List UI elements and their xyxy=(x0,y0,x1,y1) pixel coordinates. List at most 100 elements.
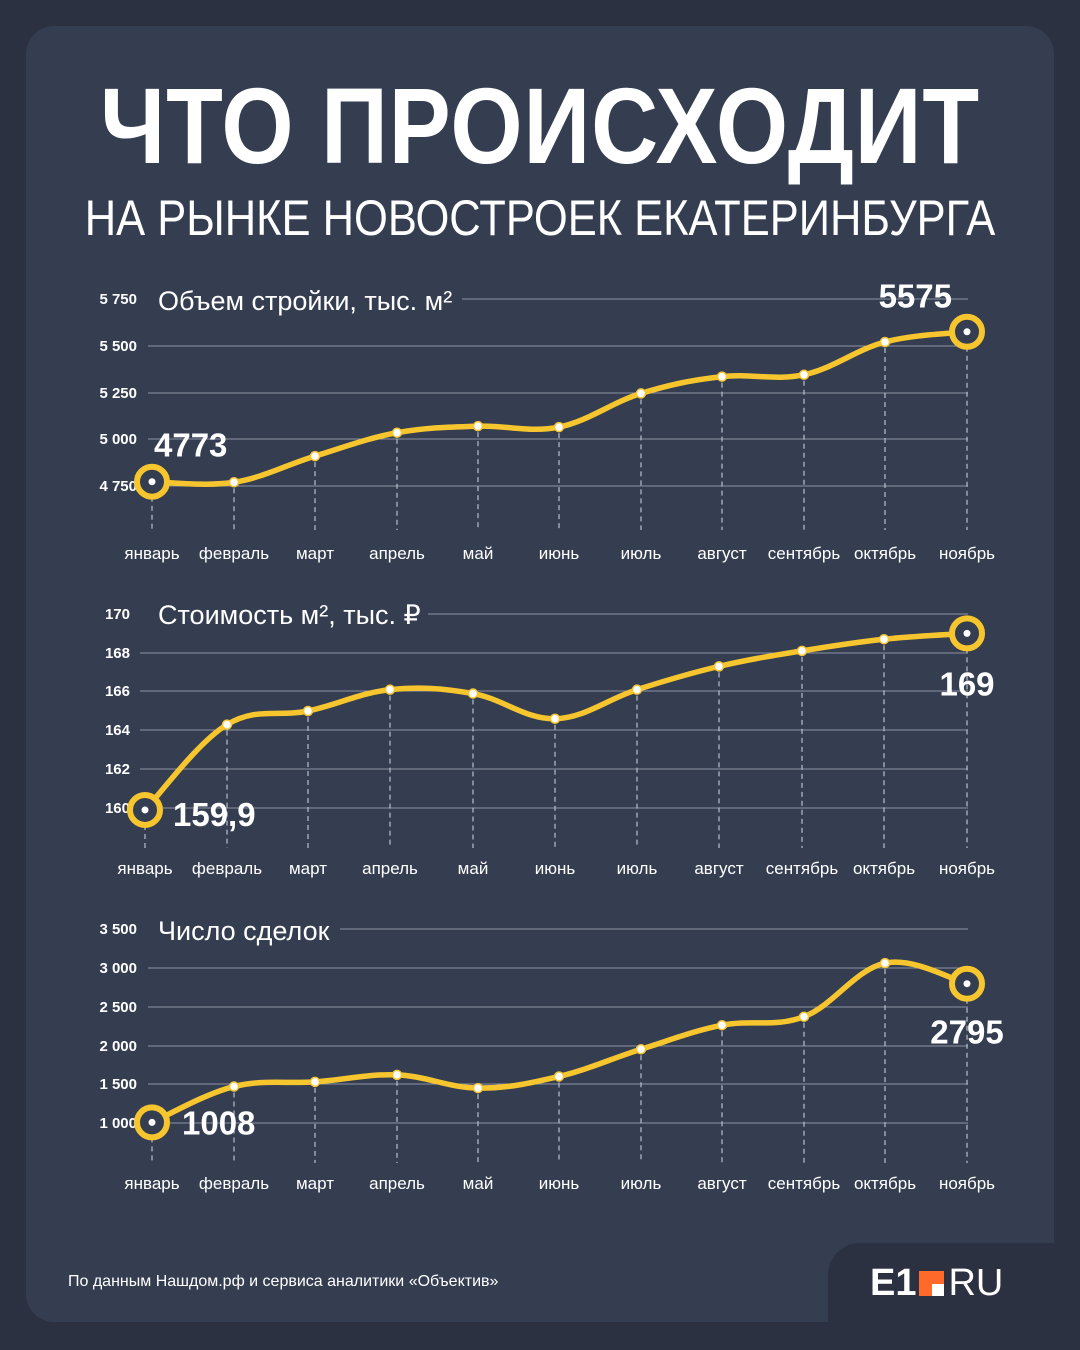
endpoint-dot xyxy=(963,629,971,637)
data-point xyxy=(796,645,808,657)
value-label: 4773 xyxy=(154,427,227,464)
x-tick-label: январь xyxy=(117,859,172,878)
y-tick-label: 1 000 xyxy=(99,1115,137,1132)
value-label: 1008 xyxy=(182,1104,255,1141)
x-tick-label: март xyxy=(296,1174,334,1193)
logo-corner xyxy=(828,1243,1080,1350)
data-point xyxy=(635,1044,647,1055)
x-tick-label: февраль xyxy=(199,544,269,563)
x-tick-label: июль xyxy=(621,1174,662,1193)
data-point xyxy=(472,420,484,432)
x-tick-label: июль xyxy=(617,859,658,878)
y-tick-label: 5 500 xyxy=(99,338,137,355)
data-point xyxy=(879,957,891,969)
data-point xyxy=(467,688,479,699)
card-background xyxy=(26,26,1054,1322)
x-tick-label: август xyxy=(694,859,743,878)
x-tick-label: февраль xyxy=(192,859,262,878)
series-line xyxy=(149,959,970,1126)
y-tick-label: 3 000 xyxy=(99,960,137,977)
y-tick-label: 4 750 xyxy=(99,478,137,495)
x-tick-label: сентябрь xyxy=(768,1174,841,1193)
x-tick-label: октябрь xyxy=(854,1174,916,1193)
x-tick-label: июнь xyxy=(539,544,580,563)
y-tick-label: 160 xyxy=(105,800,130,817)
x-tick-label: октябрь xyxy=(853,859,915,878)
x-tick-label: июнь xyxy=(539,1174,580,1193)
y-tick-label: 1 500 xyxy=(99,1076,137,1093)
x-tick-label: январь xyxy=(124,1174,179,1193)
data-point xyxy=(228,477,240,488)
data-point xyxy=(713,661,725,672)
logo-e1: E1 xyxy=(870,1262,917,1304)
data-point xyxy=(384,684,396,695)
value-label: 169 xyxy=(939,665,994,702)
data-point xyxy=(716,371,728,382)
data-point xyxy=(716,1019,728,1031)
endpoint-dot xyxy=(148,1118,156,1126)
chart-title: Стоимость м², тыс. ₽ xyxy=(158,600,421,630)
x-tick-label: ноябрь xyxy=(939,1174,995,1193)
y-tick-label: 5 250 xyxy=(99,385,137,402)
endpoint-dot xyxy=(963,328,971,336)
value-label: 5575 xyxy=(879,278,952,315)
x-tick-label: март xyxy=(296,544,334,563)
y-tick-label: 3 500 xyxy=(99,921,137,938)
x-tick-label: май xyxy=(463,544,494,563)
data-point xyxy=(635,388,647,399)
x-tick-label: январь xyxy=(124,544,179,563)
page-title: ЧТО ПРОИСХОДИТ xyxy=(99,65,981,186)
data-point xyxy=(553,421,565,433)
data-point xyxy=(309,450,321,462)
data-point xyxy=(879,336,891,348)
data-point xyxy=(309,1076,321,1088)
x-tick-label: август xyxy=(697,544,746,563)
endpoint-dot xyxy=(148,478,156,486)
data-point xyxy=(798,369,810,380)
data-point xyxy=(798,1011,810,1022)
endpoint-dot xyxy=(141,806,149,814)
x-tick-label: август xyxy=(697,1174,746,1193)
x-tick-label: апрель xyxy=(369,544,425,563)
y-tick-label: 5 750 xyxy=(99,291,137,308)
y-tick-label: 162 xyxy=(105,761,130,778)
x-tick-label: ноябрь xyxy=(939,544,995,563)
data-point xyxy=(553,1071,565,1082)
x-tick-label: май xyxy=(458,859,489,878)
x-tick-label: июнь xyxy=(535,859,576,878)
x-tick-label: апрель xyxy=(369,1174,425,1193)
x-tick-label: июль xyxy=(621,544,662,563)
y-tick-label: 164 xyxy=(105,722,131,739)
data-point xyxy=(549,713,561,725)
logo-ru: RU xyxy=(948,1262,1004,1304)
y-tick-label: 166 xyxy=(105,683,130,700)
page-subtitle: НА РЫНКЕ НОВОСТРОЕК ЕКАТЕРИНБУРГА xyxy=(84,190,996,246)
data-point xyxy=(472,1082,484,1094)
x-tick-label: ноябрь xyxy=(939,859,995,878)
data-point xyxy=(631,684,643,695)
data-point xyxy=(302,705,314,717)
chart-title: Объем стройки, тыс. м² xyxy=(158,286,452,316)
x-tick-label: февраль xyxy=(199,1174,269,1193)
x-tick-label: сентябрь xyxy=(768,544,841,563)
logo-square-icon xyxy=(919,1270,945,1296)
data-point xyxy=(221,719,233,730)
y-tick-label: 170 xyxy=(105,606,130,623)
data-point xyxy=(391,427,403,438)
y-tick-label: 2 000 xyxy=(99,1038,137,1055)
value-label: 159,9 xyxy=(173,796,256,833)
e1-logo: E1 RU xyxy=(870,1263,1003,1303)
x-tick-label: октябрь xyxy=(854,544,916,563)
source-note: По данным Нашдом.рф и сервиса аналитики … xyxy=(68,1273,499,1290)
y-tick-label: 168 xyxy=(105,645,130,662)
x-tick-label: май xyxy=(463,1174,494,1193)
x-tick-label: сентябрь xyxy=(766,859,839,878)
data-point xyxy=(878,633,890,645)
x-tick-label: апрель xyxy=(362,859,418,878)
y-tick-label: 2 500 xyxy=(99,999,137,1016)
data-point xyxy=(228,1081,240,1092)
value-label: 2795 xyxy=(930,1014,1003,1051)
data-point xyxy=(391,1069,403,1081)
endpoint-dot xyxy=(963,980,971,988)
